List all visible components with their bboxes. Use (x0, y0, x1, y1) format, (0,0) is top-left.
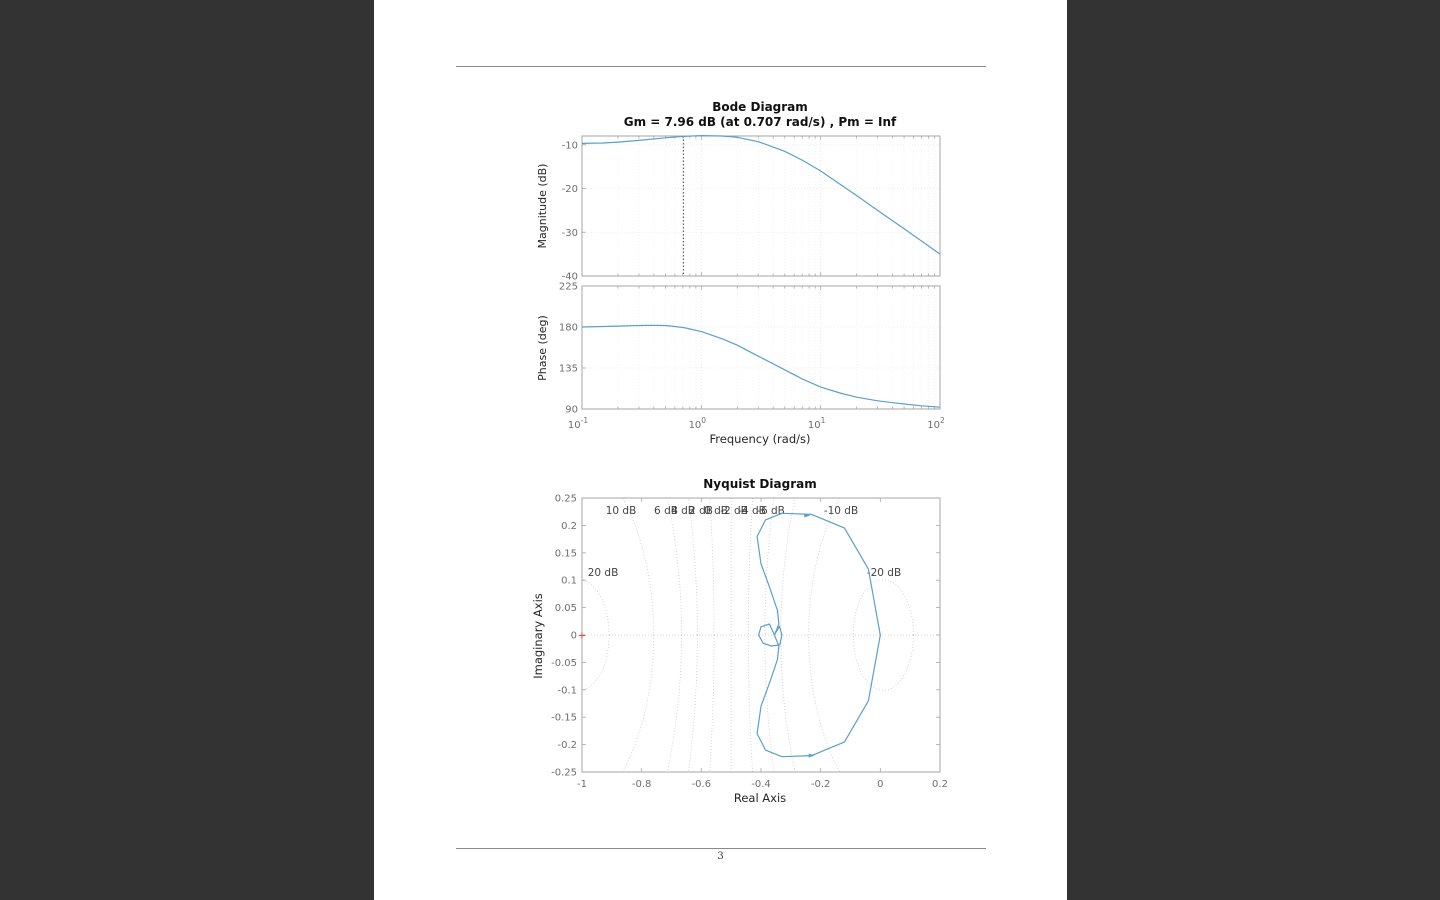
frequency-tick-base: 10 (808, 420, 821, 431)
nyquist-y-tick-label: -0.05 (551, 658, 577, 669)
mag-box (581, 135, 941, 277)
nyquist-arrow (804, 513, 811, 518)
db-label: -4 dB (738, 505, 766, 517)
db-circle (748, 498, 754, 772)
nyquist-y-tick-label: 0.2 (561, 521, 577, 532)
mag-y-tick-label: -30 (562, 228, 578, 239)
mag-ticks: -10 -20 -30 -40 (562, 140, 586, 283)
nyquist-y-tick-label: 0.15 (555, 548, 577, 559)
db-label: -6 dB (757, 505, 785, 517)
frequency-tick-label: 10-1 (568, 416, 588, 431)
db-circle (780, 498, 796, 772)
header-rule (456, 66, 986, 67)
nyquist-x-tick-label: 0 (877, 779, 883, 790)
nyquist-y-tick-label: -0.2 (557, 740, 577, 751)
magnitude-ylabel: Magnitude (dB) (536, 164, 549, 249)
nyquist-db-labels: 10 dB 6 dB4 dB2 dB0 dB-2 dB-4 dB-6 dB -10 … (588, 505, 901, 579)
nyquist-y-tick-label: 0.25 (555, 494, 577, 505)
phase-grid (582, 286, 940, 409)
db-circle (622, 498, 655, 772)
nyquist-y-tick-label: 0 (571, 631, 577, 642)
document-page: Bode Diagram Gm = 7.96 dB (at 0.707 rad/… (374, 0, 1067, 900)
bode-title: Bode Diagram (712, 100, 808, 114)
phase-y-tick-label: 90 (565, 405, 578, 416)
db-circle (852, 579, 914, 691)
nyquist-y-tick-label: -0.25 (551, 768, 577, 779)
frequency-tick-base: 10 (689, 420, 702, 431)
nyquist-ticks: -1 -0.8 -0.6 -0.4 -0.2 0 0.2 0.25 0.2 0.15 0.1 0.05… (551, 494, 948, 791)
real-axis-label: Real Axis (734, 791, 786, 805)
frequency-tick-label: 101 (808, 416, 826, 431)
db-label: -2 dB (720, 505, 748, 517)
footer-rule (456, 848, 986, 849)
db-label: 10 dB (606, 505, 637, 517)
phase-y-tick-label: 135 (559, 364, 578, 375)
frequency-tick-exponent: 1 (821, 416, 826, 425)
imaginary-axis-label: Imaginary Axis (531, 593, 545, 679)
nyquist-db-circles (582, 498, 940, 772)
db-circle (666, 498, 682, 772)
phase-line (581, 324, 941, 408)
figure: Bode Diagram Gm = 7.96 dB (at 0.707 rad/… (531, 100, 948, 806)
phase-y-tick-label: 180 (559, 323, 578, 334)
frequency-ticks: 10-1 100 101 102 (568, 416, 945, 431)
db-circle-group (582, 498, 940, 772)
frequency-xlabel: Frequency (rad/s) (710, 432, 811, 446)
nyquist-axes: -1 -0.8 -0.6 -0.4 -0.2 0 0.2 0.25 0.2 0.15 0.1 0.05… (531, 494, 948, 806)
frequency-tick-exponent: -1 (581, 416, 589, 425)
frequency-tick-base: 10 (568, 420, 581, 431)
frequency-tick-label: 102 (927, 416, 945, 431)
nyquist-x-tick-label: -0.6 (692, 779, 712, 790)
db-label: 20 dB (588, 567, 619, 579)
frequency-tick-exponent: 0 (701, 416, 706, 425)
nyquist-x-tick-label: 0.2 (932, 779, 948, 790)
page-number: 3 (717, 851, 724, 862)
phase-box (581, 285, 941, 410)
nyquist-x-tick-label: -1 (577, 779, 587, 790)
bode-subtitle: Gm = 7.96 dB (at 0.707 rad/s) , Pm = Inf (624, 115, 897, 129)
db-circle (709, 498, 715, 772)
frequency-tick-exponent: 2 (940, 416, 945, 425)
db-circle (808, 498, 841, 772)
nyquist-curve-1 (756, 512, 881, 758)
frequency-tick-label: 100 (689, 416, 707, 431)
phase-y-tick-label: 225 (559, 282, 578, 293)
mag-y-tick-label: -20 (562, 184, 578, 195)
frequency-tick-base: 10 (927, 420, 940, 431)
nyquist-x-tick-label: -0.4 (751, 779, 771, 790)
magnitude-line (581, 134, 941, 255)
nyquist-x-tick-label: -0.2 (811, 779, 831, 790)
db-label: 4 dB (671, 505, 695, 517)
mag-y-tick-label: -40 (562, 272, 578, 283)
nyquist-arrow (808, 753, 815, 758)
nyquist-curve-2 (758, 623, 783, 647)
nyquist-x-tick-label: -0.8 (632, 779, 652, 790)
db-label: -20 dB (867, 567, 901, 579)
mag-grid (582, 136, 940, 276)
critical-point: + (578, 631, 586, 642)
db-label: 6 dB (654, 505, 678, 517)
nyquist-y-tick-label: 0.05 (555, 603, 577, 614)
nyquist-box (581, 497, 941, 773)
db-circle (687, 498, 698, 772)
mag-y-tick-label: -10 (562, 140, 578, 151)
nyquist-y-tick-label: 0.1 (561, 576, 577, 587)
nyquist-y-tick-label: -0.15 (551, 713, 577, 724)
bode-magnitude-axes: -10 -20 -30 -40 Magnitude (dB) (536, 134, 941, 283)
nyquist-title: Nyquist Diagram (703, 477, 816, 491)
db-label: -10 dB (824, 505, 858, 517)
db-label: 0 dB (704, 505, 728, 517)
nyquist-y-tick-label: -0.1 (557, 685, 577, 696)
nyquist-arrows (804, 513, 815, 758)
db-label: 2 dB (689, 505, 713, 517)
nyquist-curves (756, 512, 881, 758)
phase-ylabel: Phase (deg) (536, 315, 549, 381)
